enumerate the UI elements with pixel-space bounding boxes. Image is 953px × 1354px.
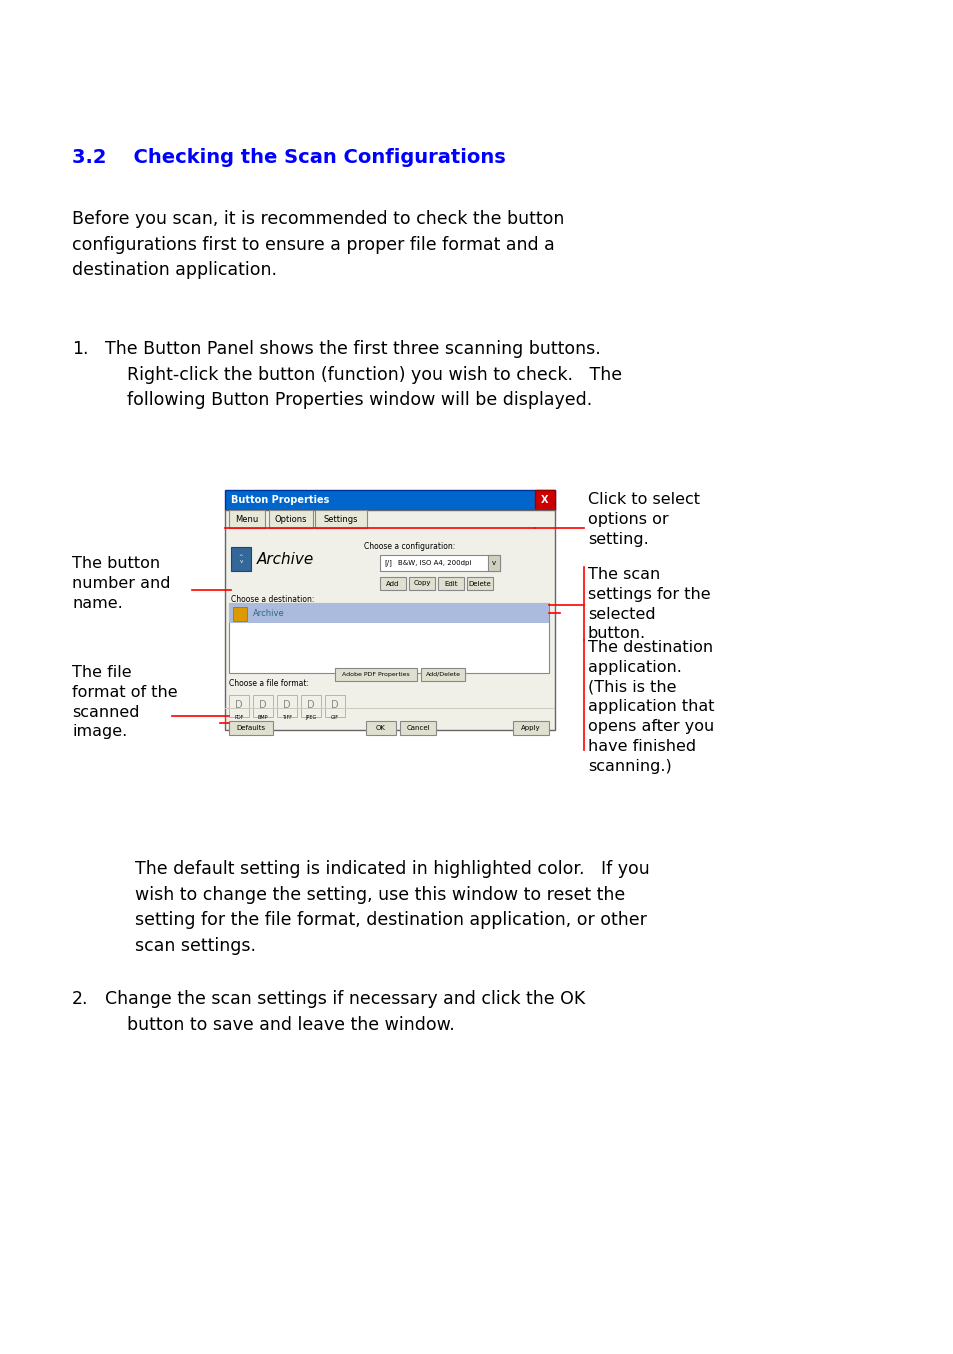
Text: Button Properties: Button Properties xyxy=(231,496,329,505)
FancyBboxPatch shape xyxy=(513,720,548,735)
FancyBboxPatch shape xyxy=(420,668,464,681)
Text: JPEG: JPEG xyxy=(305,715,316,720)
Text: B&W, ISO A4, 200dpi: B&W, ISO A4, 200dpi xyxy=(397,561,471,566)
Text: Copy: Copy xyxy=(413,581,431,586)
Text: The destination
application.
(This is the
application that
opens after you
have : The destination application. (This is th… xyxy=(587,640,714,773)
Text: GIF: GIF xyxy=(331,715,338,720)
Text: Cancel: Cancel xyxy=(406,724,430,731)
Text: The button
number and
name.: The button number and name. xyxy=(71,556,171,611)
Text: OK: OK xyxy=(375,724,386,731)
Text: D: D xyxy=(331,700,338,709)
FancyBboxPatch shape xyxy=(399,720,436,735)
FancyBboxPatch shape xyxy=(229,510,265,528)
FancyBboxPatch shape xyxy=(467,577,493,590)
Text: D: D xyxy=(259,700,267,709)
FancyBboxPatch shape xyxy=(379,577,406,590)
Text: D: D xyxy=(235,700,243,709)
Text: Add: Add xyxy=(386,581,399,586)
Text: Archive: Archive xyxy=(256,551,314,566)
Text: Options: Options xyxy=(274,515,307,524)
Text: Add/Delete: Add/Delete xyxy=(425,672,460,677)
Text: The file
format of the
scanned
image.: The file format of the scanned image. xyxy=(71,665,177,739)
Text: BMP: BMP xyxy=(257,715,268,720)
FancyBboxPatch shape xyxy=(231,547,251,571)
FancyBboxPatch shape xyxy=(535,490,555,510)
Text: ^
v: ^ v xyxy=(238,554,243,565)
Text: D: D xyxy=(283,700,291,709)
FancyBboxPatch shape xyxy=(276,695,296,718)
Text: D: D xyxy=(307,700,314,709)
Text: Before you scan, it is recommended to check the button
configurations first to e: Before you scan, it is recommended to ch… xyxy=(71,210,564,279)
Text: Delete: Delete xyxy=(468,581,491,586)
FancyBboxPatch shape xyxy=(366,720,395,735)
Text: TIFF: TIFF xyxy=(282,715,292,720)
Text: Change the scan settings if necessary and click the OK
    button to save and le: Change the scan settings if necessary an… xyxy=(105,990,584,1033)
FancyBboxPatch shape xyxy=(233,607,247,621)
FancyBboxPatch shape xyxy=(269,510,313,528)
FancyBboxPatch shape xyxy=(229,695,249,718)
Text: Archive: Archive xyxy=(253,608,284,617)
FancyBboxPatch shape xyxy=(301,695,320,718)
Text: 2.: 2. xyxy=(71,990,89,1007)
Text: Apply: Apply xyxy=(520,724,540,731)
FancyBboxPatch shape xyxy=(488,555,499,571)
Text: The default setting is indicated in highlighted color.   If you
wish to change t: The default setting is indicated in high… xyxy=(135,860,649,955)
Text: 3.2    Checking the Scan Configurations: 3.2 Checking the Scan Configurations xyxy=(71,148,505,167)
Text: Click to select
options or
setting.: Click to select options or setting. xyxy=(587,492,700,547)
Text: PDF: PDF xyxy=(234,715,243,720)
Text: Menu: Menu xyxy=(235,515,258,524)
FancyBboxPatch shape xyxy=(325,695,345,718)
FancyBboxPatch shape xyxy=(379,555,499,571)
Text: [/]: [/] xyxy=(384,559,392,566)
Text: v: v xyxy=(492,561,496,566)
Text: The scan
settings for the
selected
button.: The scan settings for the selected butto… xyxy=(587,567,710,642)
FancyBboxPatch shape xyxy=(437,577,463,590)
Text: Edit: Edit xyxy=(444,581,457,586)
Text: Adobe PDF Properties: Adobe PDF Properties xyxy=(342,672,410,677)
FancyBboxPatch shape xyxy=(229,603,548,673)
Text: 1.: 1. xyxy=(71,340,89,357)
Text: X: X xyxy=(540,496,548,505)
FancyBboxPatch shape xyxy=(335,668,416,681)
FancyBboxPatch shape xyxy=(229,603,548,623)
FancyBboxPatch shape xyxy=(225,490,555,510)
FancyBboxPatch shape xyxy=(409,577,435,590)
Text: Choose a file format:: Choose a file format: xyxy=(229,678,309,688)
Text: Choose a configuration:: Choose a configuration: xyxy=(364,542,456,551)
FancyBboxPatch shape xyxy=(253,695,273,718)
Text: The Button Panel shows the first three scanning buttons.
    Right-click the but: The Button Panel shows the first three s… xyxy=(105,340,621,409)
FancyBboxPatch shape xyxy=(225,510,555,730)
Text: Settings: Settings xyxy=(323,515,358,524)
Text: Choose a destination:: Choose a destination: xyxy=(231,594,314,604)
Text: Defaults: Defaults xyxy=(236,724,265,731)
FancyBboxPatch shape xyxy=(229,720,273,735)
FancyBboxPatch shape xyxy=(314,510,367,528)
